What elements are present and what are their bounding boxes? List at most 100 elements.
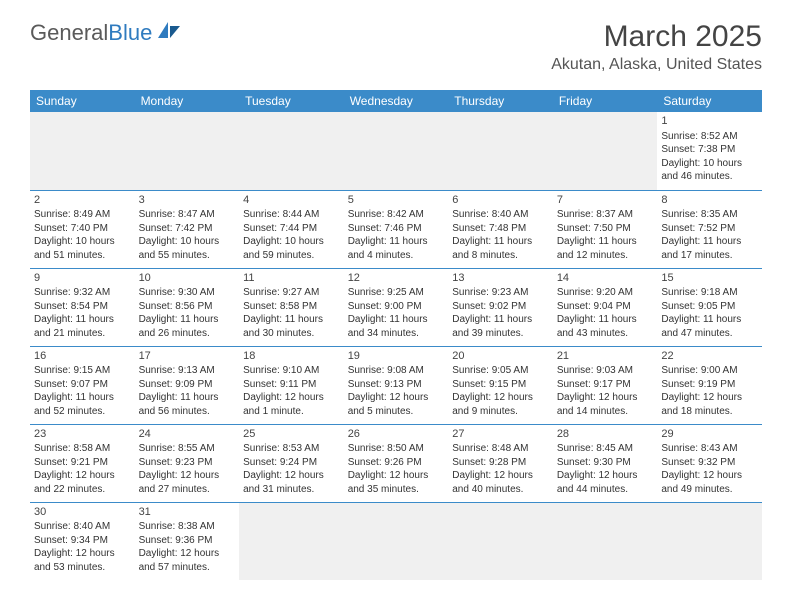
daylight-text: and 44 minutes. — [557, 483, 654, 497]
daylight-text: and 14 minutes. — [557, 405, 654, 419]
sunrise-text: Sunrise: 8:42 AM — [348, 208, 445, 222]
sunrise-text: Sunrise: 8:58 AM — [34, 442, 131, 456]
daylight-text: and 57 minutes. — [139, 561, 236, 575]
sunset-text: Sunset: 7:48 PM — [452, 222, 549, 236]
day-number: 16 — [34, 349, 131, 364]
brand-part2: Blue — [108, 20, 152, 46]
daylight-text: and 47 minutes. — [661, 327, 758, 341]
sunset-text: Sunset: 7:44 PM — [243, 222, 340, 236]
calendar-cell — [135, 112, 240, 190]
day-number: 25 — [243, 427, 340, 442]
sunrise-text: Sunrise: 8:53 AM — [243, 442, 340, 456]
calendar-cell: 20Sunrise: 9:05 AMSunset: 9:15 PMDayligh… — [448, 346, 553, 424]
daylight-text: Daylight: 12 hours — [139, 469, 236, 483]
day-header: Thursday — [448, 90, 553, 112]
sunset-text: Sunset: 9:00 PM — [348, 300, 445, 314]
daylight-text: Daylight: 12 hours — [243, 469, 340, 483]
calendar-cell — [344, 112, 449, 190]
daylight-text: and 35 minutes. — [348, 483, 445, 497]
sunset-text: Sunset: 9:13 PM — [348, 378, 445, 392]
calendar-cell — [448, 112, 553, 190]
day-header: Monday — [135, 90, 240, 112]
day-number: 13 — [452, 271, 549, 286]
calendar-cell — [657, 502, 762, 580]
day-number: 30 — [34, 505, 131, 520]
day-header: Tuesday — [239, 90, 344, 112]
calendar-cell: 12Sunrise: 9:25 AMSunset: 9:00 PMDayligh… — [344, 268, 449, 346]
calendar-cell: 21Sunrise: 9:03 AMSunset: 9:17 PMDayligh… — [553, 346, 658, 424]
day-number: 6 — [452, 193, 549, 208]
sunset-text: Sunset: 9:02 PM — [452, 300, 549, 314]
sunrise-text: Sunrise: 8:55 AM — [139, 442, 236, 456]
calendar-cell: 15Sunrise: 9:18 AMSunset: 9:05 PMDayligh… — [657, 268, 762, 346]
daylight-text: and 9 minutes. — [452, 405, 549, 419]
calendar-cell: 16Sunrise: 9:15 AMSunset: 9:07 PMDayligh… — [30, 346, 135, 424]
sunrise-text: Sunrise: 9:15 AM — [34, 364, 131, 378]
sunrise-text: Sunrise: 8:49 AM — [34, 208, 131, 222]
daylight-text: Daylight: 11 hours — [34, 391, 131, 405]
sunrise-text: Sunrise: 8:37 AM — [557, 208, 654, 222]
day-number: 23 — [34, 427, 131, 442]
day-number: 18 — [243, 349, 340, 364]
calendar-cell: 26Sunrise: 8:50 AMSunset: 9:26 PMDayligh… — [344, 424, 449, 502]
calendar-body: 1Sunrise: 8:52 AMSunset: 7:38 PMDaylight… — [30, 112, 762, 580]
daylight-text: and 4 minutes. — [348, 249, 445, 263]
calendar-cell: 1Sunrise: 8:52 AMSunset: 7:38 PMDaylight… — [657, 112, 762, 190]
daylight-text: Daylight: 10 hours — [34, 235, 131, 249]
calendar-cell: 8Sunrise: 8:35 AMSunset: 7:52 PMDaylight… — [657, 190, 762, 268]
sunrise-text: Sunrise: 8:50 AM — [348, 442, 445, 456]
sunset-text: Sunset: 9:07 PM — [34, 378, 131, 392]
day-number: 22 — [661, 349, 758, 364]
daylight-text: and 46 minutes. — [661, 170, 758, 184]
sunrise-text: Sunrise: 9:13 AM — [139, 364, 236, 378]
day-number: 20 — [452, 349, 549, 364]
daylight-text: and 27 minutes. — [139, 483, 236, 497]
sunrise-text: Sunrise: 9:03 AM — [557, 364, 654, 378]
sunset-text: Sunset: 7:42 PM — [139, 222, 236, 236]
daylight-text: and 18 minutes. — [661, 405, 758, 419]
sunrise-text: Sunrise: 9:23 AM — [452, 286, 549, 300]
daylight-text: Daylight: 12 hours — [452, 391, 549, 405]
daylight-text: Daylight: 11 hours — [452, 313, 549, 327]
daylight-text: and 26 minutes. — [139, 327, 236, 341]
sunset-text: Sunset: 9:36 PM — [139, 534, 236, 548]
sunrise-text: Sunrise: 8:43 AM — [661, 442, 758, 456]
brand-part1: General — [30, 20, 108, 46]
daylight-text: and 56 minutes. — [139, 405, 236, 419]
daylight-text: and 51 minutes. — [34, 249, 131, 263]
sunrise-text: Sunrise: 9:10 AM — [243, 364, 340, 378]
daylight-text: and 8 minutes. — [452, 249, 549, 263]
sunset-text: Sunset: 9:17 PM — [557, 378, 654, 392]
day-number: 19 — [348, 349, 445, 364]
day-number: 9 — [34, 271, 131, 286]
sunrise-text: Sunrise: 9:27 AM — [243, 286, 340, 300]
calendar-cell: 29Sunrise: 8:43 AMSunset: 9:32 PMDayligh… — [657, 424, 762, 502]
day-number: 29 — [661, 427, 758, 442]
daylight-text: and 53 minutes. — [34, 561, 131, 575]
daylight-text: Daylight: 11 hours — [139, 313, 236, 327]
day-header: Wednesday — [344, 90, 449, 112]
daylight-text: Daylight: 11 hours — [243, 313, 340, 327]
daylight-text: Daylight: 11 hours — [557, 313, 654, 327]
sunset-text: Sunset: 9:28 PM — [452, 456, 549, 470]
calendar-cell: 11Sunrise: 9:27 AMSunset: 8:58 PMDayligh… — [239, 268, 344, 346]
sunrise-text: Sunrise: 8:40 AM — [452, 208, 549, 222]
daylight-text: Daylight: 12 hours — [557, 469, 654, 483]
calendar-cell: 24Sunrise: 8:55 AMSunset: 9:23 PMDayligh… — [135, 424, 240, 502]
daylight-text: and 55 minutes. — [139, 249, 236, 263]
sunrise-text: Sunrise: 8:45 AM — [557, 442, 654, 456]
location-text: Akutan, Alaska, United States — [551, 56, 762, 74]
sunset-text: Sunset: 8:56 PM — [139, 300, 236, 314]
calendar-row: 2Sunrise: 8:49 AMSunset: 7:40 PMDaylight… — [30, 190, 762, 268]
calendar-cell: 22Sunrise: 9:00 AMSunset: 9:19 PMDayligh… — [657, 346, 762, 424]
calendar-cell: 3Sunrise: 8:47 AMSunset: 7:42 PMDaylight… — [135, 190, 240, 268]
day-number: 15 — [661, 271, 758, 286]
day-number: 2 — [34, 193, 131, 208]
daylight-text: Daylight: 11 hours — [348, 313, 445, 327]
calendar-row: 30Sunrise: 8:40 AMSunset: 9:34 PMDayligh… — [30, 502, 762, 580]
calendar-cell: 5Sunrise: 8:42 AMSunset: 7:46 PMDaylight… — [344, 190, 449, 268]
calendar-row: 16Sunrise: 9:15 AMSunset: 9:07 PMDayligh… — [30, 346, 762, 424]
calendar-cell — [239, 502, 344, 580]
sunrise-text: Sunrise: 9:30 AM — [139, 286, 236, 300]
calendar-cell: 17Sunrise: 9:13 AMSunset: 9:09 PMDayligh… — [135, 346, 240, 424]
